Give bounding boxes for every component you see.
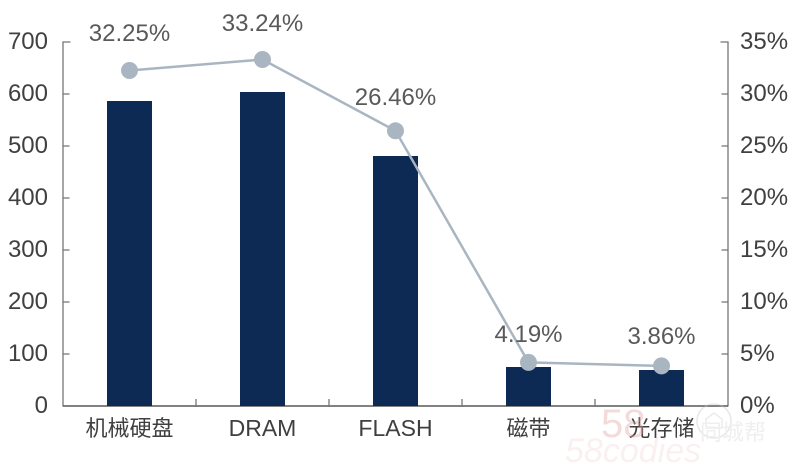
svg-text:0%: 0% [740, 392, 775, 419]
svg-text:DRAM: DRAM [229, 415, 297, 441]
svg-text:25%: 25% [740, 132, 788, 159]
svg-text:同城帮: 同城帮 [700, 420, 766, 445]
svg-text:35%: 35% [740, 28, 788, 55]
svg-text:磁带: 磁带 [506, 416, 550, 441]
svg-text:500: 500 [8, 132, 48, 159]
svg-text:58codies: 58codies [565, 432, 701, 464]
svg-text:600: 600 [8, 80, 48, 107]
svg-text:15%: 15% [740, 236, 788, 263]
svg-text:33.24%: 33.24% [222, 10, 303, 37]
svg-text:32.25%: 32.25% [89, 20, 170, 47]
svg-text:400: 400 [8, 184, 48, 211]
svg-text:机械硬盘: 机械硬盘 [85, 416, 173, 441]
svg-text:300: 300 [8, 236, 48, 263]
svg-text:100: 100 [8, 340, 48, 367]
svg-text:10%: 10% [740, 288, 788, 315]
svg-text:26.46%: 26.46% [355, 84, 436, 111]
svg-text:FLASH: FLASH [358, 415, 432, 441]
svg-text:700: 700 [8, 28, 48, 55]
svg-text:3.86%: 3.86% [627, 323, 695, 350]
svg-text:5%: 5% [740, 340, 775, 367]
svg-text:4.19%: 4.19% [494, 321, 562, 348]
svg-text:200: 200 [8, 288, 48, 315]
svg-text:0: 0 [35, 392, 48, 419]
svg-text:30%: 30% [740, 80, 788, 107]
svg-text:20%: 20% [740, 184, 788, 211]
